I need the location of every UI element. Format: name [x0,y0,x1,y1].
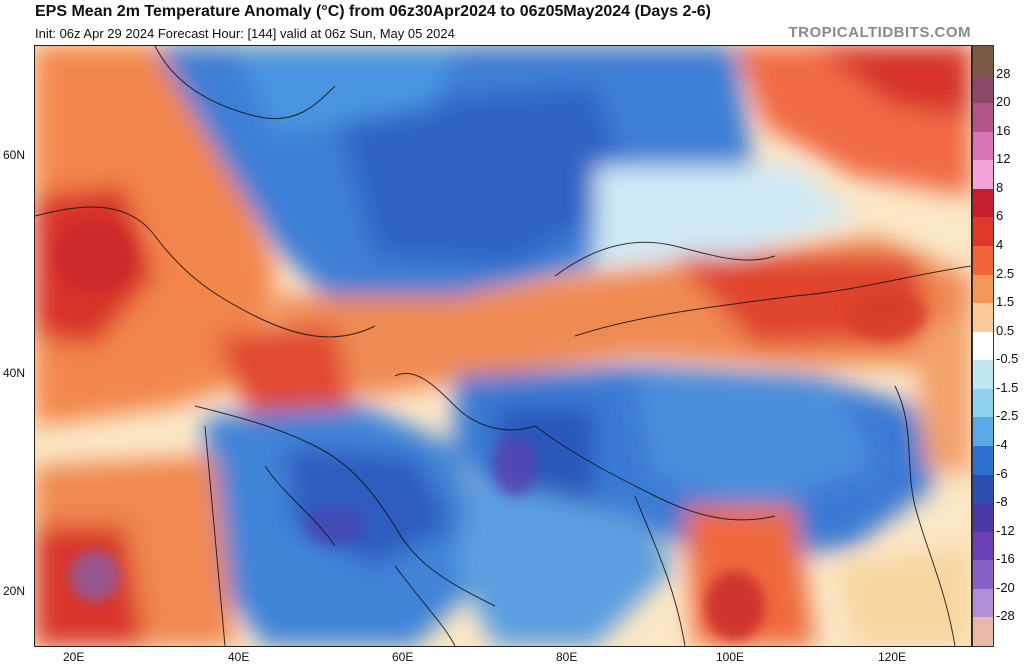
lat-label-20n: 20N [3,584,26,598]
lat-label-40n: 40N [3,366,26,380]
colorbar-tick-label: 6 [996,208,1004,224]
colorbar-swatch [973,131,993,161]
colorbar-tick-label: -4 [996,437,1008,452]
map-title: EPS Mean 2m Temperature Anomaly (°C) fro… [35,3,711,20]
colorbar-swatch [973,74,993,104]
colorbar-tick-label: 20 [996,94,1011,110]
colorbar-swatch [973,217,993,247]
map-subtitle: Init: 06z Apr 29 2024 Forecast Hour: [14… [35,26,455,41]
colorbar-swatch [973,103,993,133]
anomaly-map [34,45,972,647]
colorbar-swatch [973,188,993,218]
colorbar-swatch [973,274,993,304]
colorbar-swatch [973,246,993,275]
colorbar-swatch [973,46,993,75]
colorbar-swatch [973,474,993,504]
colorbar-tick-label: 4 [996,237,1004,252]
lon-label-20e: 20E [63,650,85,664]
lon-label-100e: 100E [716,650,745,664]
lon-label-40e: 40E [228,650,250,664]
colorbar-swatch [973,531,993,561]
lon-label-120e: 120E [878,650,907,664]
colorbar-tick-label: -16 [996,551,1015,567]
colorbar-tick-label: -0.5 [996,351,1019,367]
colorbar-swatch [973,303,993,333]
colorbar-swatch [973,503,993,533]
colorbar-swatch [973,388,993,418]
anomaly-map-canvas [35,46,971,646]
colorbar-tick-label: -2.5 [996,408,1019,424]
colorbar-tick-label: 16 [996,122,1011,138]
colorbar-tick-label: -8 [996,494,1008,510]
colorbar-tick-label: -6 [996,465,1008,481]
colorbar-swatch [973,617,993,647]
colorbar-swatch [973,360,993,390]
colorbar-tick-label: 12 [996,151,1011,167]
colorbar-tick-label: -12 [996,522,1015,538]
lon-label-60e: 60E [392,650,414,664]
colorbar-swatch [973,417,993,447]
colorbar-tick-label: -28 [996,608,1015,624]
colorbar-tick-label: 2.5 [996,265,1015,281]
colorbar-tick-label: -1.5 [996,379,1019,395]
lat-label-60n: 60N [3,148,26,162]
colorbar-tick-label: 28 [996,65,1011,81]
colorbar-tick-label: 1.5 [996,294,1015,310]
colorbar-swatch [973,588,993,618]
colorbar-tick-label: 0.5 [996,322,1015,338]
colorbar-tick-label: -20 [996,579,1015,595]
colorbar-swatch [973,160,993,190]
colorbar-swatch [973,331,993,361]
colorbar [972,45,994,647]
colorbar-swatch [973,560,993,590]
colorbar-swatch [973,446,993,475]
lon-label-80e: 80E [556,650,578,664]
brand-watermark: TROPICALTIDBITS.COM [788,24,971,41]
colorbar-tick-label: 8 [996,179,1004,195]
